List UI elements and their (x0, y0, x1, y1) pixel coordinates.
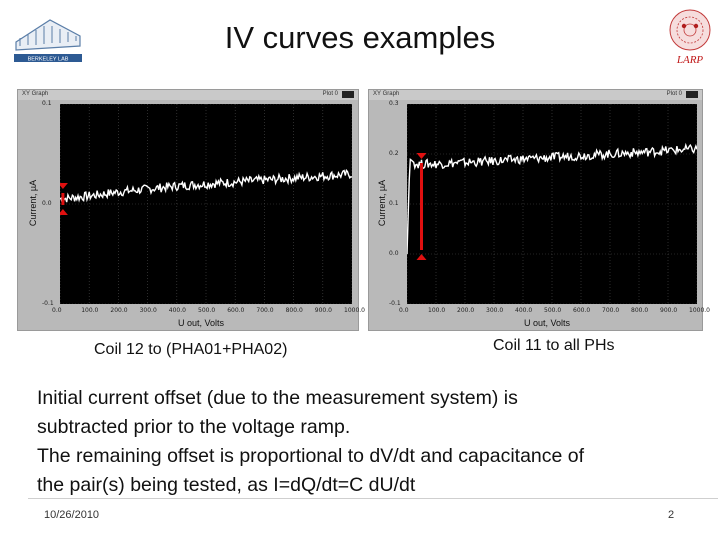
panel-header: XY Graph Plot 0 (369, 90, 702, 100)
page-number: 2 (668, 509, 675, 521)
x-tick-label: 0.0 (52, 307, 62, 314)
grid (60, 104, 352, 304)
grid (407, 104, 697, 304)
legend-swatch (342, 91, 354, 98)
caption-left: Coil 12 to (PHA01+PHA02) (94, 341, 288, 358)
x-tick-label: 500.0 (544, 307, 562, 314)
y-tick-label: 0.3 (389, 100, 399, 107)
x-tick-label: 600.0 (227, 307, 245, 314)
caption-right: Coil 11 to all PHs (493, 337, 615, 354)
current-trace (60, 168, 352, 204)
x-tick-label: 900.0 (314, 307, 332, 314)
arrow-head (60, 209, 68, 215)
panel-label: XY Graph (22, 91, 49, 97)
x-tick-label: 700.0 (256, 307, 274, 314)
x-tick-label: 400.0 (515, 307, 533, 314)
x-tick-label: 1000.0 (689, 307, 710, 314)
y-axis-label: Current, µA (377, 179, 388, 227)
panel-header: XY Graph Plot 0 (18, 90, 358, 100)
berkeley-lab-logo: BERKELEY LAB (14, 19, 82, 63)
chart-panel-1: XY Graph Plot 0 0.1 0.0 -0.1 0.0 100.0 200.0… (17, 89, 365, 331)
logo-left-text: BERKELEY LAB (28, 57, 69, 63)
arrow-head (60, 183, 68, 189)
plot-area (407, 104, 697, 304)
current-trace (407, 142, 697, 255)
body-text: Initial current offset (due to the measu… (37, 384, 697, 500)
offset-arrow (60, 183, 68, 215)
x-tick-label: 700.0 (602, 307, 620, 314)
body-line: Initial current offset (due to the measu… (37, 387, 518, 409)
x-tick-label: 800.0 (631, 307, 649, 314)
y-tick-label: -0.1 (42, 300, 54, 307)
chart-panel-2: XY Graph Plot 0 0.3 0.2 0.1 0.0 -0.1 0.0 100.… (368, 89, 710, 331)
legend-label: Plot 0 (322, 91, 338, 97)
body-line: the pair(s) being tested, as I=dQ/dt=C d… (37, 474, 416, 496)
x-tick-label: 900.0 (660, 307, 678, 314)
logo-right-text: LARP (676, 54, 704, 66)
arrow-head (416, 153, 427, 159)
x-tick-label: 200.0 (457, 307, 475, 314)
footer-date: 10/26/2010 (44, 509, 100, 521)
body-line: The remaining offset is proportional to … (37, 445, 585, 467)
x-tick-label: 100.0 (428, 307, 446, 314)
plot-area (60, 104, 352, 304)
body-line: subtracted prior to the voltage ramp. (37, 416, 351, 438)
x-tick-label: 600.0 (573, 307, 591, 314)
larp-logo: LARP (669, 9, 711, 66)
x-tick-label: 0.0 (399, 307, 409, 314)
footer-divider (28, 498, 718, 499)
y-tick-label: 0.2 (389, 150, 399, 157)
x-tick-label: 400.0 (168, 307, 186, 314)
x-axis-label: U out, Volts (178, 318, 225, 328)
y-tick-label: 0.1 (389, 200, 399, 207)
y-tick-label: 0.1 (42, 100, 52, 107)
y-tick-label: 0.0 (42, 200, 52, 207)
legend-label: Plot 0 (666, 91, 682, 97)
slide-title: IV curves examples (224, 20, 496, 55)
x-axis-label: U out, Volts (524, 318, 571, 328)
x-tick-label: 200.0 (110, 307, 128, 314)
y-tick-label: -0.1 (389, 300, 401, 307)
offset-arrow (416, 153, 427, 260)
y-tick-label: 0.0 (389, 250, 399, 257)
legend-swatch (686, 91, 698, 98)
panel-label: XY Graph (373, 91, 400, 97)
x-tick-label: 300.0 (139, 307, 157, 314)
x-tick-label: 100.0 (81, 307, 99, 314)
x-tick-label: 1000.0 (344, 307, 365, 314)
y-axis-label: Current, µA (28, 179, 39, 227)
arrow-head (416, 254, 427, 260)
x-tick-label: 300.0 (486, 307, 504, 314)
x-tick-label: 800.0 (285, 307, 303, 314)
x-tick-label: 500.0 (198, 307, 216, 314)
